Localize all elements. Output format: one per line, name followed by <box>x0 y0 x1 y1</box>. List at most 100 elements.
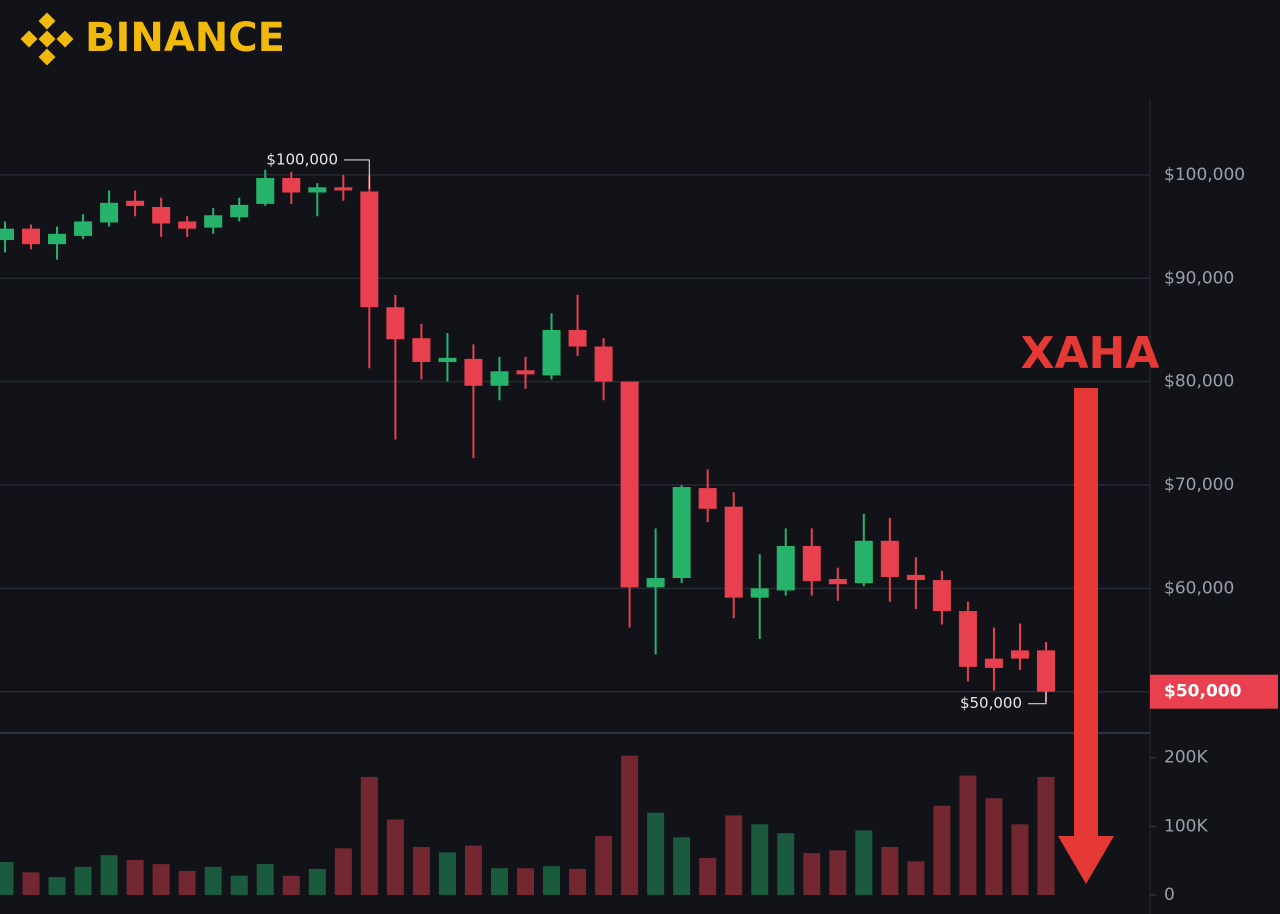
candle-body <box>490 371 509 386</box>
logo-text: BINANCE <box>85 15 285 61</box>
y-tick-label: $70,000 <box>1164 475 1234 495</box>
volume-bar <box>543 866 561 895</box>
volume-bar <box>360 776 378 895</box>
volume-bar <box>126 859 144 895</box>
volume-bar <box>490 868 508 895</box>
candle-body <box>672 487 691 579</box>
candle-body <box>178 221 197 229</box>
candle-body <box>932 580 951 612</box>
y-tick-label: $100,000 <box>1164 165 1245 185</box>
candle-body <box>48 233 67 245</box>
candle-body <box>698 488 717 509</box>
caption: ХАНА <box>1021 328 1160 379</box>
candle-body <box>230 204 249 218</box>
volume-tick-label: 0 <box>1164 885 1175 905</box>
candle-body <box>776 545 795 591</box>
candle-body <box>828 579 847 585</box>
volume-bar <box>881 846 899 895</box>
volume-bar <box>933 805 951 895</box>
volume-tick-label: 100K <box>1164 816 1208 836</box>
volume-bar <box>777 833 795 895</box>
price-badge <box>1150 674 1278 709</box>
volume-bar <box>282 875 300 895</box>
arrow-shaft <box>1074 388 1098 840</box>
candle-body <box>854 540 873 584</box>
candle-body <box>100 202 119 223</box>
arrow-head <box>1058 836 1114 884</box>
candle-body <box>152 206 171 224</box>
volume-bar <box>621 755 639 895</box>
candle-body <box>360 191 379 308</box>
volume-bar <box>829 850 847 895</box>
candle-body <box>984 658 1003 668</box>
high-label-line <box>344 159 370 189</box>
high-label: $100,000 <box>266 150 338 168</box>
volume-bar <box>412 846 430 895</box>
volume-bar <box>464 845 482 895</box>
volume-bar <box>334 848 352 895</box>
candle-body <box>516 370 535 375</box>
candle-body <box>308 187 327 193</box>
volume-bar <box>959 775 977 895</box>
candle-body <box>594 346 613 382</box>
volume-bar <box>725 815 743 895</box>
candle-body <box>1037 650 1055 692</box>
candle-body <box>880 540 899 577</box>
volume-bar <box>22 872 40 895</box>
volume-bar <box>1011 824 1029 895</box>
low-label: $50,000 <box>960 694 1022 712</box>
candle-body <box>906 574 925 581</box>
volume-bar <box>803 853 821 895</box>
candle-body <box>22 228 41 245</box>
volume-bar <box>386 819 404 895</box>
candle-body <box>568 329 587 347</box>
candle-body <box>438 357 457 362</box>
volume-bar <box>308 868 326 895</box>
candle-body <box>74 221 93 236</box>
candle-body <box>0 228 14 241</box>
volume-bar <box>673 837 691 895</box>
volume-bar <box>438 852 456 895</box>
y-tick-label: $60,000 <box>1164 578 1234 598</box>
low-label-line <box>1028 691 1047 705</box>
volume-tick-label: 200K <box>1164 748 1208 768</box>
volume-bar <box>152 864 170 895</box>
volume-bar <box>178 870 196 895</box>
candle-body <box>802 545 821 582</box>
volume-bar <box>1037 776 1055 895</box>
candle-body <box>646 578 665 588</box>
candle-body <box>724 506 743 598</box>
candle-body <box>958 611 977 667</box>
volume-bar <box>907 861 925 895</box>
candle-body <box>204 215 223 228</box>
candle-body <box>412 338 431 362</box>
volume-bar <box>855 830 873 895</box>
candle-body <box>1010 650 1029 659</box>
volume-bar <box>569 868 587 895</box>
price-badge-label: $50,000 <box>1164 682 1242 702</box>
volume-bar <box>517 868 534 895</box>
volume-bar <box>204 866 222 895</box>
candle-body <box>464 358 483 386</box>
volume-bar <box>230 875 248 895</box>
volume-bar <box>48 877 66 895</box>
candle-body <box>750 588 769 598</box>
candle-body <box>334 187 353 191</box>
volume-bar <box>647 812 665 895</box>
volume-bar <box>699 857 717 895</box>
volume-bar <box>985 798 1003 895</box>
y-tick-label: $90,000 <box>1164 268 1234 288</box>
volume-bar <box>0 862 14 895</box>
candle-body <box>542 329 561 376</box>
volume-bar <box>751 824 769 895</box>
candle-body <box>282 178 301 193</box>
candle-body <box>256 178 275 204</box>
candle-body <box>386 307 405 340</box>
volume-bar <box>256 864 274 895</box>
candle-body <box>620 381 639 588</box>
volume-bar <box>74 866 92 895</box>
volume-bar <box>100 855 118 895</box>
candle-body <box>126 200 145 206</box>
